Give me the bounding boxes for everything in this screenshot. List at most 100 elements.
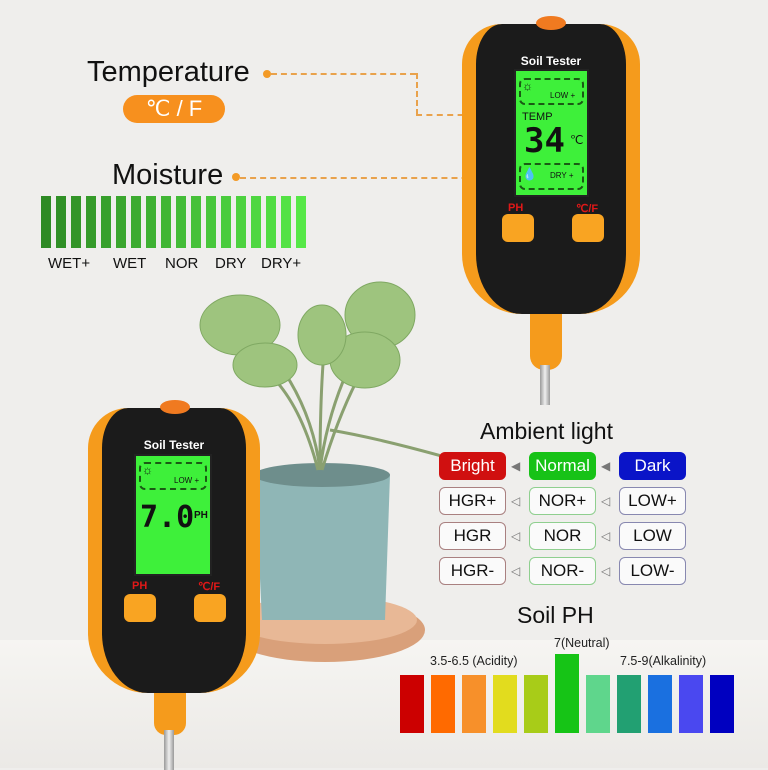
lcd-screen: ☼ LOW + 7.0 PH: [134, 454, 212, 576]
light-level-cell: HGR: [439, 522, 506, 550]
reading-value: 34: [524, 121, 565, 161]
ph-bar: [710, 675, 734, 733]
ambient-light-heading: Ambient light: [480, 418, 613, 444]
callout-line: [416, 73, 418, 115]
arrow-left-icon: ◁: [511, 529, 521, 543]
moisture-bar: [86, 196, 96, 248]
unit-toggle-button[interactable]: [572, 214, 604, 242]
moisture-bar: [236, 196, 246, 248]
arrow-left-icon: ◀: [601, 459, 611, 473]
moisture-bar: [266, 196, 276, 248]
unit-badge: ℃ / F: [123, 95, 225, 123]
light-level-cell: LOW: [619, 522, 686, 550]
unit-button-label: ℃/F: [198, 581, 221, 593]
moisture-bar: [206, 196, 216, 248]
sun-icon: ☼: [142, 463, 153, 477]
light-reading: LOW +: [174, 476, 200, 485]
unit-label: ℃: [570, 133, 584, 147]
light-level-cell: LOW-: [619, 557, 686, 585]
moisture-bar: [41, 196, 51, 248]
moisture-bar: [71, 196, 81, 248]
ph-bar: [679, 675, 703, 733]
light-level-header: Bright: [439, 452, 506, 480]
probe-rod: [164, 730, 174, 770]
arrow-left-icon: ◁: [511, 494, 521, 508]
arrow-left-icon: ◁: [601, 494, 611, 508]
moisture-label: DRY+: [261, 255, 302, 272]
sensor-light: [536, 16, 566, 30]
callout-line: [271, 73, 416, 75]
callout-dot: [232, 173, 240, 181]
moisture-label: WET+: [48, 255, 91, 272]
unit-button-label: ℃/F: [576, 203, 599, 215]
moisture-bar: [251, 196, 261, 248]
arrow-left-icon: ◁: [511, 564, 521, 578]
neutral-label: 7(Neutral): [554, 636, 610, 650]
water-drop-icon: 💧: [522, 167, 537, 181]
light-reading: LOW +: [550, 91, 576, 100]
moisture-bar: [146, 196, 156, 248]
moisture-heading: Moisture: [112, 159, 224, 191]
ph-button[interactable]: [502, 214, 534, 242]
soil-ph-heading: Soil PH: [517, 602, 594, 628]
ph-bar: [617, 675, 641, 733]
moisture-reading: DRY +: [550, 171, 574, 180]
plant-illustration: [199, 281, 440, 662]
moisture-bar: [176, 196, 186, 248]
moisture-label: WET: [113, 255, 147, 272]
moisture-bar: [191, 196, 201, 248]
unit-label: PH: [194, 510, 208, 521]
moisture-bar: [296, 196, 306, 248]
temperature-heading: Temperature: [87, 56, 250, 88]
ph-bar: [462, 675, 486, 733]
ph-bar: [555, 654, 579, 733]
moisture-bar: [131, 196, 141, 248]
ph-bar: [586, 675, 610, 733]
ph-bar: [648, 675, 672, 733]
unit-toggle-button[interactable]: [194, 594, 226, 622]
lcd-screen: ☼ LOW + TEMP 34 ℃ 💧 DRY +: [514, 69, 589, 197]
ph-bar: [493, 675, 517, 733]
moisture-bar: [56, 196, 66, 248]
light-level-header: Dark: [619, 452, 686, 480]
ph-bar: [400, 675, 424, 733]
moisture-bar: [101, 196, 111, 248]
callout-dot: [263, 70, 271, 78]
moisture-bar: [161, 196, 171, 248]
light-level-cell: HGR+: [439, 487, 506, 515]
moisture-bar: [281, 196, 291, 248]
moisture-label: DRY: [215, 255, 247, 272]
light-level-header: Normal: [529, 452, 596, 480]
leaves: [199, 281, 416, 389]
mode-label: TEMP: [522, 111, 553, 123]
arrow-left-icon: ◀: [511, 459, 521, 473]
alkaline-label: 7.5-9(Alkalinity): [620, 654, 707, 668]
soil-tester-top: Soil Tester ☼ LOW + TEMP 34 ℃ 💧 DRY + PH…: [462, 16, 640, 314]
brand-label: Soil Tester: [143, 438, 205, 452]
ph-bar: [431, 675, 455, 733]
moisture-bar: [116, 196, 126, 248]
light-level-cell: NOR+: [529, 487, 596, 515]
moisture-bar: [221, 196, 231, 248]
moisture-label: NOR: [165, 255, 199, 272]
arrow-left-icon: ◁: [601, 564, 611, 578]
ph-button-label: PH: [508, 202, 524, 214]
soil-tester-bottom: Soil Tester ☼ LOW + 7.0 PH PH ℃/F: [88, 400, 260, 693]
light-level-cell: LOW+: [619, 487, 686, 515]
brand-label: Soil Tester: [520, 54, 582, 68]
light-level-cell: HGR-: [439, 557, 506, 585]
callout-line: [240, 177, 528, 179]
arrow-left-icon: ◁: [601, 529, 611, 543]
pot: [255, 475, 390, 620]
probe-handle: [154, 685, 186, 735]
light-level-cell: NOR-: [529, 557, 596, 585]
acid-label: 3.5-6.5 (Acidity): [430, 654, 518, 668]
reading-value: 7.0: [140, 500, 195, 535]
probe-rod: [540, 365, 550, 405]
ph-bar: [524, 675, 548, 733]
sensor-light: [160, 400, 190, 414]
light-level-cell: NOR: [529, 522, 596, 550]
ph-button-label: PH: [132, 580, 148, 592]
sun-icon: ☼: [522, 79, 533, 93]
ph-button[interactable]: [124, 594, 156, 622]
